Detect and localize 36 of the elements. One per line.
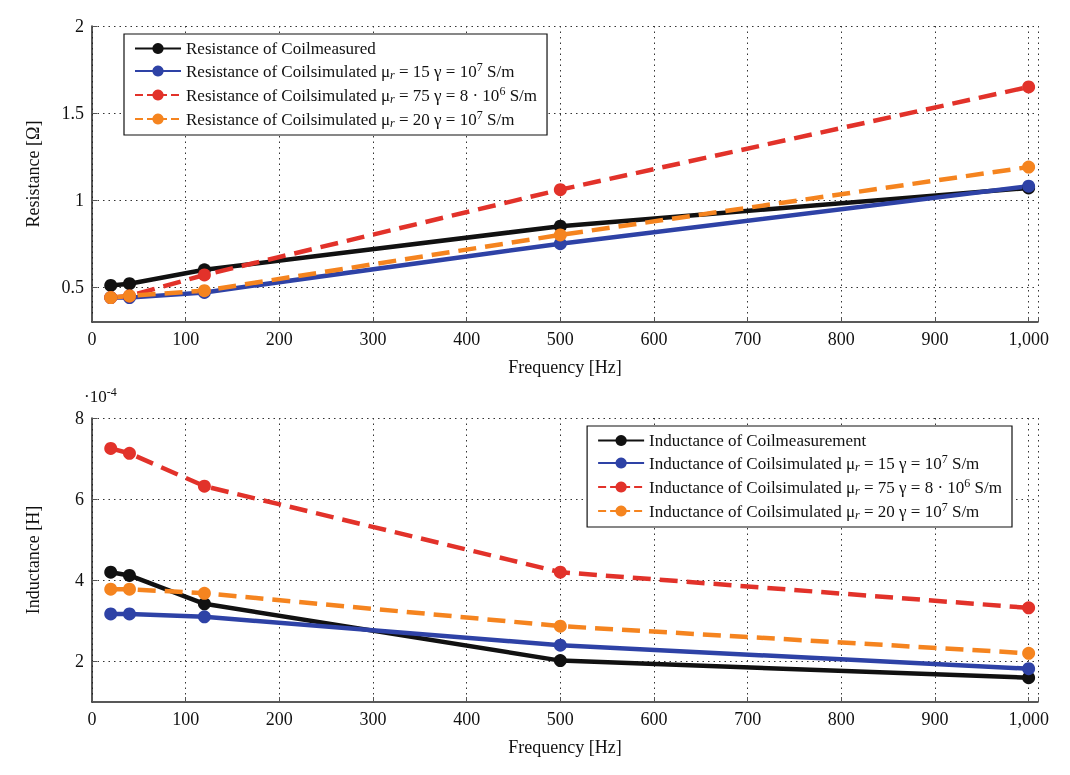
x-tick-label: 600 [640, 329, 668, 349]
x-tick-label: 0 [87, 709, 97, 729]
x-tick-label: 100 [172, 709, 200, 729]
x-axis-title: Frequency [Hz] [508, 357, 622, 377]
x-tick-label: 700 [734, 329, 762, 349]
x-tick-label: 300 [359, 329, 387, 349]
legend-label: Inductance of Coilmeasurement [649, 431, 867, 450]
y-tick-label: 1 [75, 190, 84, 211]
x-tick-label: 400 [453, 329, 481, 349]
x-tick-label: 200 [265, 329, 293, 349]
y-axis-title: Resistance [Ω] [23, 120, 43, 228]
x-tick-label: 100 [172, 329, 200, 349]
x-tick-label: 1,000 [1008, 329, 1049, 349]
y-tick-label: 8 [75, 408, 84, 428]
x-tick-label: 300 [359, 709, 387, 729]
y-tick-label: 4 [75, 570, 84, 591]
x-tick-label: 600 [640, 709, 668, 729]
x-tick-label: 900 [921, 329, 949, 349]
x-axis-title: Frequency [Hz] [508, 737, 622, 757]
y-tick-label: 1.5 [61, 103, 84, 124]
x-tick-label: 500 [546, 709, 574, 729]
x-tick-label: 900 [921, 709, 949, 729]
y-axis-title: Inductance [H] [23, 505, 43, 615]
x-tick-label: 800 [827, 329, 855, 349]
x-tick-label: 800 [827, 709, 855, 729]
y-tick-label: 2 [75, 651, 84, 672]
y-tick-label: 6 [75, 489, 84, 510]
x-tick-label: 700 [734, 709, 762, 729]
x-tick-label: 200 [265, 709, 293, 729]
legend-label: Resistance of Coilmeasured [186, 39, 377, 58]
x-tick-label: 500 [546, 329, 574, 349]
x-tick-label: 400 [453, 709, 481, 729]
x-tick-label: 0 [87, 329, 97, 349]
y-tick-label: 0.5 [61, 277, 84, 298]
y-tick-label: 2 [75, 16, 84, 36]
x-tick-label: 1,000 [1008, 709, 1049, 729]
